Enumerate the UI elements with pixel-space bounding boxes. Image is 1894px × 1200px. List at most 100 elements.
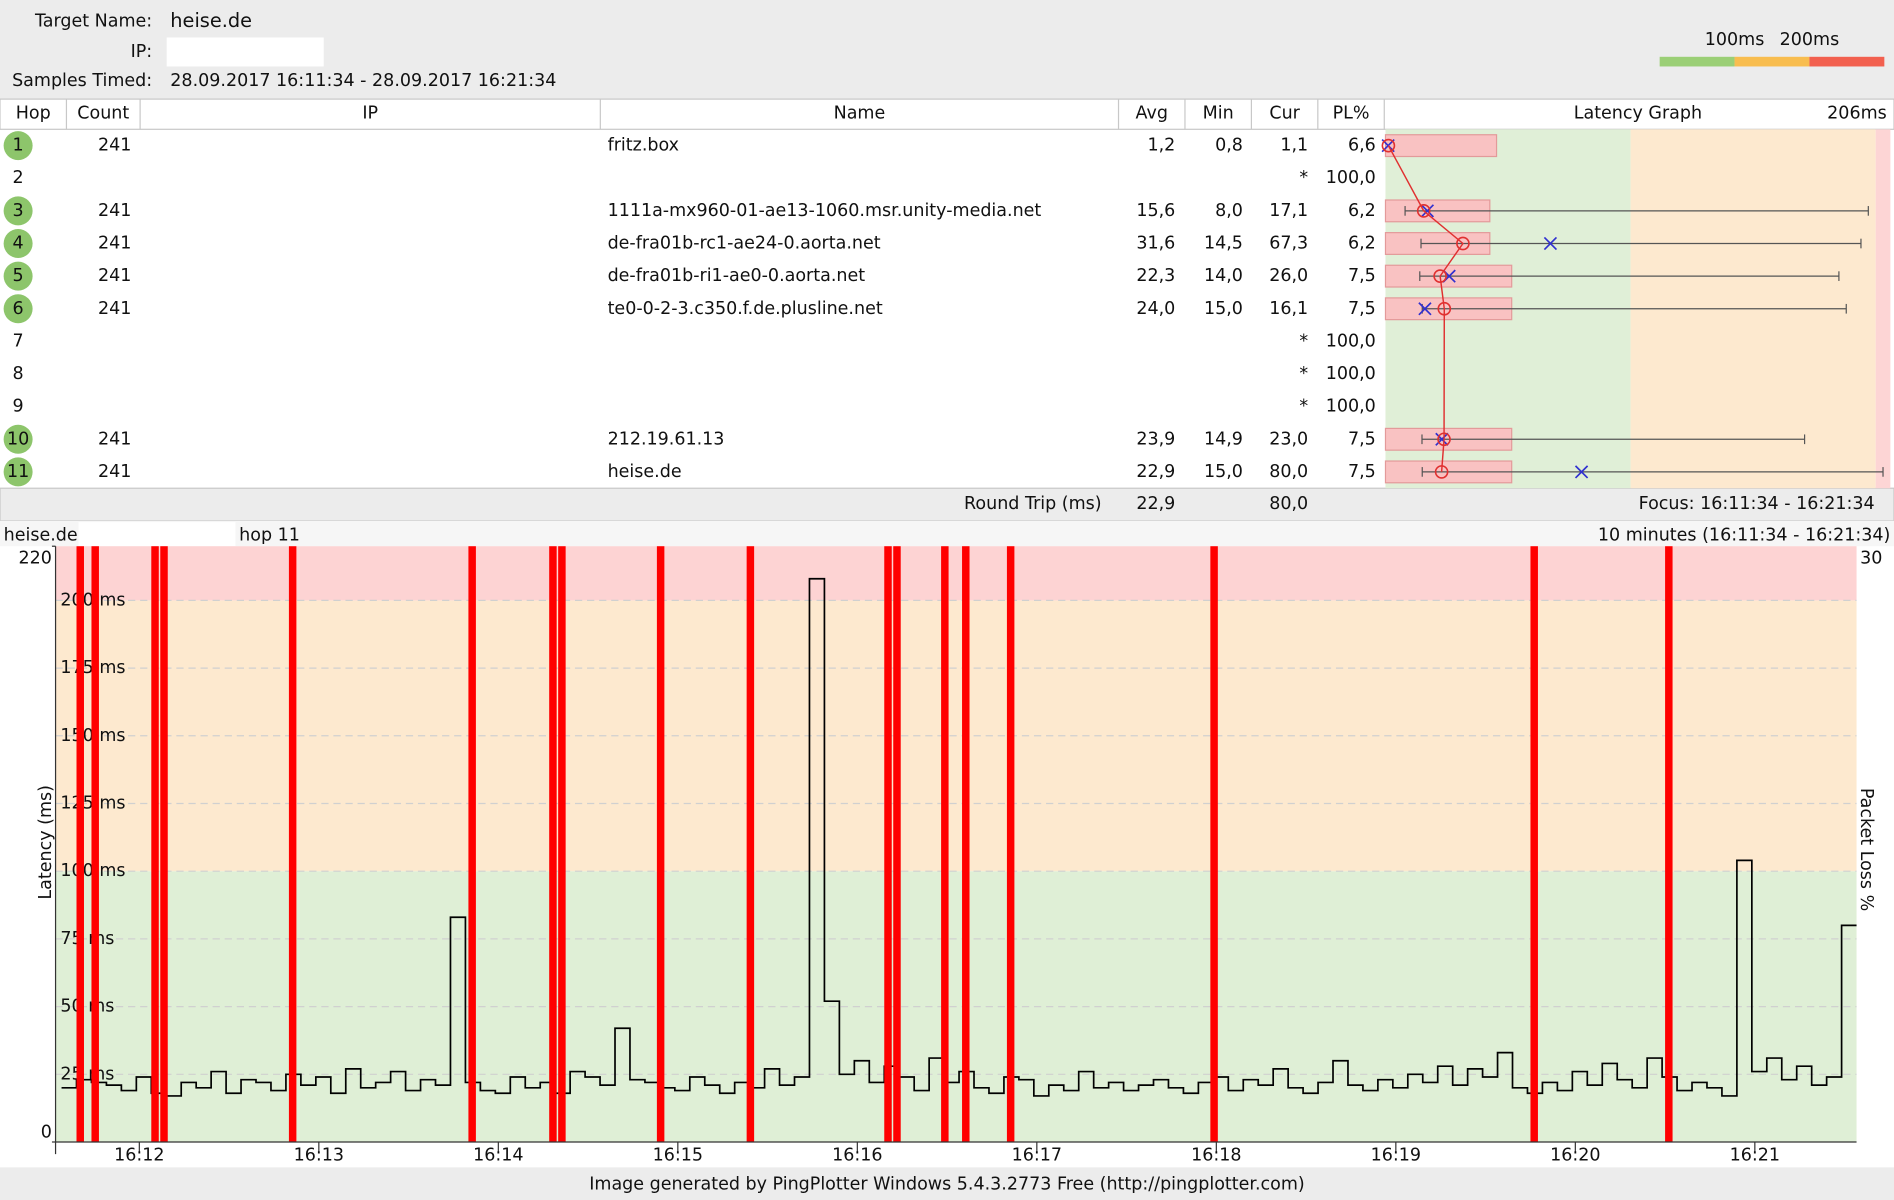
packet-loss-bar (746, 546, 755, 1142)
hop-number: 1 (13, 136, 24, 156)
avg-marker (1434, 465, 1449, 479)
avg-cell: 31,6 (1136, 234, 1175, 254)
chart-title: heise.de (4, 525, 78, 545)
loss-bar (1384, 134, 1498, 158)
column-header: Hop (16, 104, 51, 124)
threshold-zone (1659, 56, 1735, 67)
min-cell: 14,9 (1204, 429, 1243, 449)
column-header: PL% (1333, 104, 1370, 124)
current-marker (1420, 204, 1435, 218)
x-tick-label: 16:14 (473, 1145, 523, 1165)
pl-cell: 7,5 (1348, 462, 1376, 482)
pl-cell: 6,2 (1348, 234, 1376, 254)
avg-cell: 15,6 (1136, 201, 1175, 221)
x-tick-label: 16:21 (1730, 1145, 1780, 1165)
pl-cell: 7,5 (1348, 266, 1376, 286)
cur-cell: 1,1 (1280, 136, 1308, 156)
name-cell: de-fra01b-ri1-ae0-0.aorta.net (608, 266, 866, 286)
min-cell: 15,0 (1204, 462, 1243, 482)
chart-subtitle: hop 11 (239, 525, 300, 545)
y-tick-label: 0 (41, 1122, 52, 1142)
cur-cell: 67,3 (1269, 234, 1308, 254)
x-tick-label: 16:12 (114, 1145, 164, 1165)
column-header: IP (362, 104, 378, 124)
current-marker (1543, 236, 1558, 251)
x-tick-label: 16:16 (832, 1145, 882, 1165)
name-cell: 212.19.61.13 (608, 429, 725, 449)
avg-cell: 23,9 (1136, 429, 1175, 449)
y-tick-label: 75 ms (60, 929, 114, 949)
y-tick-label: 25 ms (60, 1064, 114, 1084)
threshold-label: 200ms (1780, 30, 1840, 50)
cur-cell: 16,1 (1269, 299, 1308, 319)
chart-header (0, 520, 1894, 547)
packet-loss-bar (941, 546, 949, 1142)
y-tick-label: 220 (19, 548, 52, 568)
pl-cell: 7,5 (1348, 299, 1376, 319)
pl-cell: 100,0 (1326, 397, 1376, 417)
latency-line (61, 577, 1857, 1097)
hop-number: 3 (13, 201, 24, 221)
samples-range: 28.09.2017 16:11:34 - 28.09.2017 16:21:3… (170, 71, 556, 91)
count-cell: 241 (98, 429, 131, 449)
packet-loss-bar (893, 546, 901, 1142)
pl-cell: 100,0 (1326, 168, 1376, 188)
avg-marker (1437, 301, 1452, 316)
count-cell: 241 (98, 299, 131, 319)
column-header: Avg (1136, 104, 1168, 124)
packet-loss-bar (1530, 546, 1538, 1142)
footer-panel (0, 1167, 1894, 1200)
column-header: Latency Graph (1574, 104, 1702, 124)
count-cell: 241 (98, 136, 131, 156)
x-tick-label: 16:19 (1371, 1145, 1421, 1165)
target-label: Target Name: (34, 12, 152, 32)
cur-cell: 26,0 (1269, 266, 1308, 286)
avg-trace (1387, 145, 1464, 472)
avg-marker (1437, 432, 1451, 447)
focus-range: Focus: 16:11:34 - 16:21:34 (1639, 494, 1875, 514)
column-header: Count (77, 104, 129, 124)
target-name: heise.de (170, 9, 252, 32)
hop-badge (3, 261, 33, 291)
y-axis-label: Latency (ms) (36, 785, 56, 900)
packet-loss-bar (76, 546, 84, 1142)
name-cell: fritz.box (608, 136, 679, 156)
current-marker (1418, 302, 1432, 316)
hop-badge (3, 196, 33, 226)
hop-number: 5 (13, 266, 24, 286)
packet-loss-bar (558, 546, 566, 1142)
name-cell: heise.de (608, 462, 682, 482)
x-tick-label: 16:17 (1012, 1145, 1062, 1165)
cur-cell: * (1299, 168, 1308, 188)
min-cell: 14,0 (1204, 266, 1243, 286)
column-header: Cur (1269, 104, 1300, 124)
min-cell: 0,8 (1215, 136, 1243, 156)
packet-loss-bar (884, 546, 892, 1142)
count-cell: 241 (98, 201, 131, 221)
column-header: Name (834, 104, 886, 124)
current-marker (1435, 432, 1449, 446)
avg-marker (1416, 204, 1431, 218)
latency-zone (1875, 129, 1891, 489)
pl-cell: 100,0 (1326, 331, 1376, 351)
ip-label: IP: (131, 42, 153, 62)
packet-loss-bar (962, 546, 970, 1142)
pl-cell: 6,2 (1348, 201, 1376, 221)
count-cell: 241 (98, 234, 131, 254)
name-cell: te0-0-2-3.c350.f.de.plusline.net (608, 299, 883, 319)
min-cell: 8,0 (1215, 201, 1243, 221)
cur-cell: 17,1 (1269, 201, 1308, 221)
hop-number: 7 (13, 331, 24, 351)
footer-text: Image generated by PingPlotter Windows 5… (589, 1174, 1304, 1194)
packet-loss-bar (160, 546, 168, 1142)
column-header: Min (1203, 104, 1234, 124)
min-cell: 15,0 (1204, 299, 1243, 319)
cur-cell: * (1299, 331, 1308, 351)
hop-number: 4 (13, 234, 24, 254)
x-tick-label: 16:15 (653, 1145, 703, 1165)
ip-field (166, 37, 324, 67)
hop-number: 8 (13, 364, 24, 384)
count-cell: 241 (98, 462, 131, 482)
